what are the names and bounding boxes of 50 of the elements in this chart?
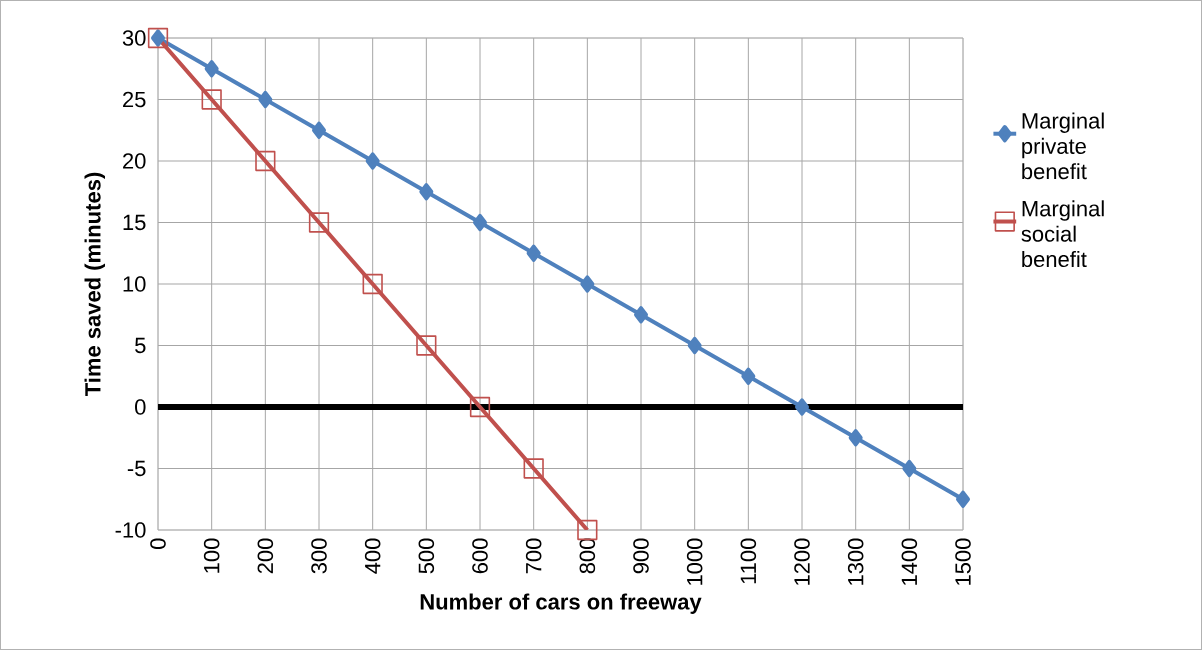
x-tick-label: 1100 (740, 538, 757, 584)
point (634, 306, 649, 324)
x-tick-label: 900 (633, 538, 649, 574)
point (741, 367, 756, 385)
y-tick-label: 5 (135, 337, 146, 354)
x-tick-label: 1300 (847, 538, 864, 585)
point (201, 89, 222, 110)
y-tick-label: 10 (123, 276, 146, 292)
y-tick-label: -5 (127, 460, 146, 477)
x-tick-label: 600 (472, 538, 488, 574)
point (308, 212, 330, 233)
x-tick-label: 300 (311, 538, 327, 574)
point (255, 150, 276, 172)
point (473, 213, 488, 232)
x-tick-label: 400 (364, 538, 381, 574)
point (416, 335, 437, 356)
point (419, 183, 434, 201)
x-tick-label: 200 (257, 538, 274, 574)
x-tick-label: 500 (418, 538, 435, 574)
point (687, 336, 702, 355)
point (526, 244, 541, 262)
y-tick-label: 20 (123, 153, 146, 169)
point (848, 429, 863, 447)
legend-label: Marginal social benefit (1021, 200, 1104, 268)
point (365, 152, 380, 170)
point (795, 398, 810, 416)
y-tick-label: 0 (135, 399, 146, 415)
x-tick-label: 1200 (794, 538, 810, 585)
point (956, 490, 971, 508)
y-axis-title: Time saved (minutes) (84, 172, 105, 397)
x-tick-label: 1400 (901, 538, 918, 585)
point (204, 60, 219, 78)
point (362, 273, 383, 295)
point (523, 458, 544, 479)
x-axis-title: Number of cars on freeway (420, 593, 702, 614)
point (258, 90, 273, 109)
y-tick-label: 30 (122, 30, 146, 46)
y-tick-label: 25 (123, 91, 146, 108)
y-tick-label: -10 (115, 522, 146, 538)
x-tick-label: 1500 (955, 538, 971, 585)
point (580, 275, 595, 293)
x-tick-label: 0 (150, 538, 166, 549)
x-tick-label: 700 (525, 538, 542, 574)
point (312, 121, 326, 139)
point (902, 459, 917, 478)
legend-label: Marginal private benefit (1022, 112, 1104, 180)
point (469, 396, 491, 418)
y-tick-label: 15 (123, 214, 146, 231)
x-tick-label: 1000 (686, 538, 703, 585)
x-tick-label: 100 (203, 538, 220, 573)
